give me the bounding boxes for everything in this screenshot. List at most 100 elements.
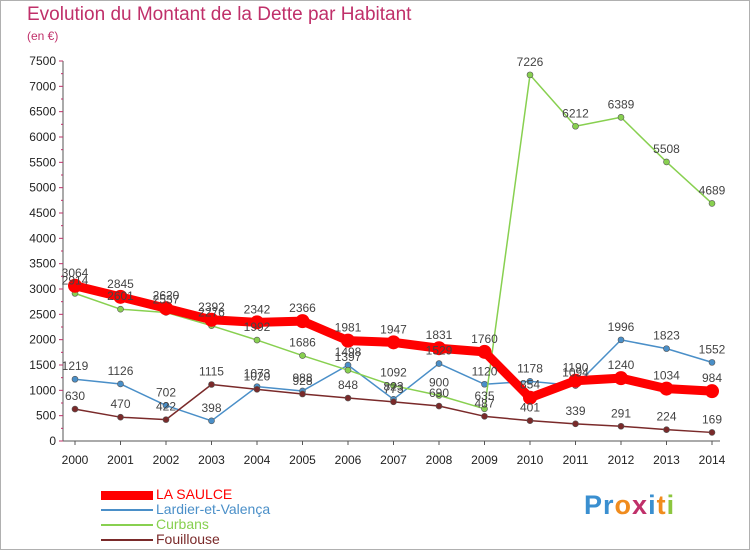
data-label-fouillouse: 470 xyxy=(110,397,130,411)
y-tick-label: 0 xyxy=(49,434,56,448)
data-point-fouillouse xyxy=(663,426,670,433)
data-point-lardier-et-valen-a xyxy=(617,336,625,344)
data-point-fouillouse xyxy=(572,420,579,428)
data-label-curbans: 4689 xyxy=(699,183,726,197)
data-point-curbans xyxy=(526,71,534,79)
data-point-fouillouse xyxy=(617,422,625,430)
data-point-lardier-et-valen-a xyxy=(117,380,124,388)
data-label-curbans: 900 xyxy=(429,375,449,389)
data-label-lardier-et-valen-a: 1996 xyxy=(608,320,635,334)
data-point-curbans xyxy=(299,352,306,359)
data-label-la-saulce: 2366 xyxy=(289,301,316,315)
data-point-lardier-et-valen-a xyxy=(208,417,215,425)
data-label-la-saulce: 1034 xyxy=(653,369,680,383)
data-label-la-saulce: 1760 xyxy=(471,332,498,346)
logo-letter: t xyxy=(656,490,667,520)
data-point-la-saulce xyxy=(659,381,674,396)
data-label-curbans: 6212 xyxy=(562,106,589,120)
data-label-fouillouse: 422 xyxy=(156,400,176,414)
logo-letter: i xyxy=(666,490,676,520)
data-point-la-saulce xyxy=(295,314,310,329)
data-point-lardier-et-valen-a xyxy=(435,360,443,367)
y-tick-label: 7500 xyxy=(29,54,56,68)
legend-item-curbans: Curbans xyxy=(101,517,361,532)
x-tick-label: 2012 xyxy=(608,453,635,467)
data-label-fouillouse: 224 xyxy=(656,410,676,424)
legend-label: Curbans xyxy=(156,516,209,532)
data-label-fouillouse: 1115 xyxy=(199,365,224,379)
chart-title: Evolution du Montant de la Dette par Hab… xyxy=(27,4,412,25)
data-label-curbans: 5508 xyxy=(653,142,680,156)
data-point-lardier-et-valen-a xyxy=(663,345,670,352)
data-label-fouillouse: 773 xyxy=(383,382,403,396)
data-point-fouillouse xyxy=(253,386,261,393)
x-tick-label: 2008 xyxy=(426,453,453,467)
data-point-la-saulce xyxy=(250,315,264,330)
data-point-fouillouse xyxy=(344,394,352,402)
data-label-la-saulce: 1240 xyxy=(608,358,635,372)
data-label-fouillouse: 401 xyxy=(520,401,540,415)
y-tick-label: 5000 xyxy=(29,181,56,195)
data-point-fouillouse xyxy=(299,390,306,398)
data-label-lardier-et-valen-a: 1219 xyxy=(62,359,89,373)
data-label-curbans: 2276 xyxy=(198,306,225,320)
data-label-curbans: 1992 xyxy=(244,320,271,334)
x-tick-label: 2005 xyxy=(289,453,316,467)
data-label-la-saulce: 1190 xyxy=(563,361,589,375)
y-tick-label: 3500 xyxy=(29,257,56,271)
x-tick-label: 2011 xyxy=(563,453,589,467)
y-tick-label: 4000 xyxy=(29,231,56,245)
data-point-la-saulce xyxy=(386,335,401,350)
data-label-curbans: 1092 xyxy=(380,366,407,380)
data-label-fouillouse: 690 xyxy=(429,386,449,400)
y-tick-label: 500 xyxy=(36,409,56,423)
data-point-la-saulce xyxy=(159,301,173,316)
data-point-curbans xyxy=(617,113,625,121)
data-point-la-saulce xyxy=(568,373,583,388)
x-tick-label: 2003 xyxy=(198,453,225,467)
logo-letter: r xyxy=(603,490,615,520)
data-label-fouillouse: 487 xyxy=(474,396,494,410)
x-tick-label: 2013 xyxy=(653,453,680,467)
x-tick-label: 2007 xyxy=(380,453,407,467)
data-point-fouillouse xyxy=(117,413,124,421)
data-point-curbans xyxy=(344,366,352,374)
y-tick-label: 2000 xyxy=(29,333,56,347)
data-point-lardier-et-valen-a xyxy=(526,378,534,385)
legend-item-la-saulce: LA SAULCE xyxy=(101,487,361,502)
data-label-fouillouse: 630 xyxy=(65,389,85,403)
data-point-lardier-et-valen-a xyxy=(481,380,488,388)
logo-letter: i xyxy=(648,490,657,520)
logo-letter: P xyxy=(584,490,604,520)
data-point-lardier-et-valen-a xyxy=(71,375,79,383)
data-label-curbans: 2537 xyxy=(153,292,180,306)
legend-item-fouillouse: Fouillouse xyxy=(101,532,361,547)
chart-subtitle: (en €) xyxy=(27,29,59,43)
data-label-lardier-et-valen-a: 1178 xyxy=(517,361,543,375)
y-tick-label: 2500 xyxy=(29,307,56,321)
data-label-fouillouse: 169 xyxy=(702,412,722,426)
data-label-la-saulce: 2392 xyxy=(198,300,225,314)
data-label-curbans: 2601 xyxy=(107,289,134,303)
data-point-la-saulce xyxy=(204,312,219,327)
y-tick-label: 3000 xyxy=(29,282,56,296)
data-label-fouillouse: 291 xyxy=(611,406,631,420)
data-label-la-saulce: 1831 xyxy=(426,328,453,342)
data-label-lardier-et-valen-a: 1823 xyxy=(653,329,680,343)
data-point-fouillouse xyxy=(390,398,397,406)
x-tick-label: 2009 xyxy=(471,453,498,467)
data-point-la-saulce xyxy=(68,278,82,293)
legend-label: Lardier-et-Valença xyxy=(156,501,271,517)
data-label-curbans: 2914 xyxy=(62,273,89,287)
legend-swatch xyxy=(101,524,153,526)
data-label-la-saulce: 1947 xyxy=(380,322,407,336)
chart-legend: LA SAULCE Lardier-et-Valença Curbans Fouill… xyxy=(101,487,361,547)
data-label-lardier-et-valen-a: 702 xyxy=(156,385,176,399)
y-tick-label: 6500 xyxy=(29,105,56,119)
y-tick-label: 7000 xyxy=(29,79,56,93)
data-label-la-saulce: 984 xyxy=(702,371,722,385)
data-point-curbans xyxy=(435,392,443,399)
data-label-fouillouse: 928 xyxy=(292,374,312,388)
data-point-curbans xyxy=(663,158,670,166)
